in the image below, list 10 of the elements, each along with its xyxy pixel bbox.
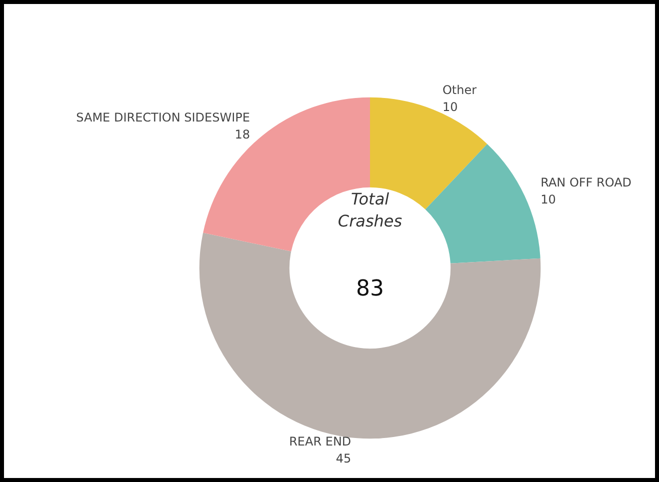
data-label: 18 [234,128,250,142]
data-label: 45 [336,452,352,466]
data-label: 10 [442,100,458,114]
slice-label: Other [442,82,477,97]
text: Total Crashes [338,190,402,230]
slice-label: REAR END [289,434,352,449]
data-label: 10 [540,192,556,206]
slice-label: RAN OFF ROAD [540,175,632,190]
slice-label: SAME DIRECTION SIDESWIPE [76,110,250,125]
text: 83 [356,276,384,302]
